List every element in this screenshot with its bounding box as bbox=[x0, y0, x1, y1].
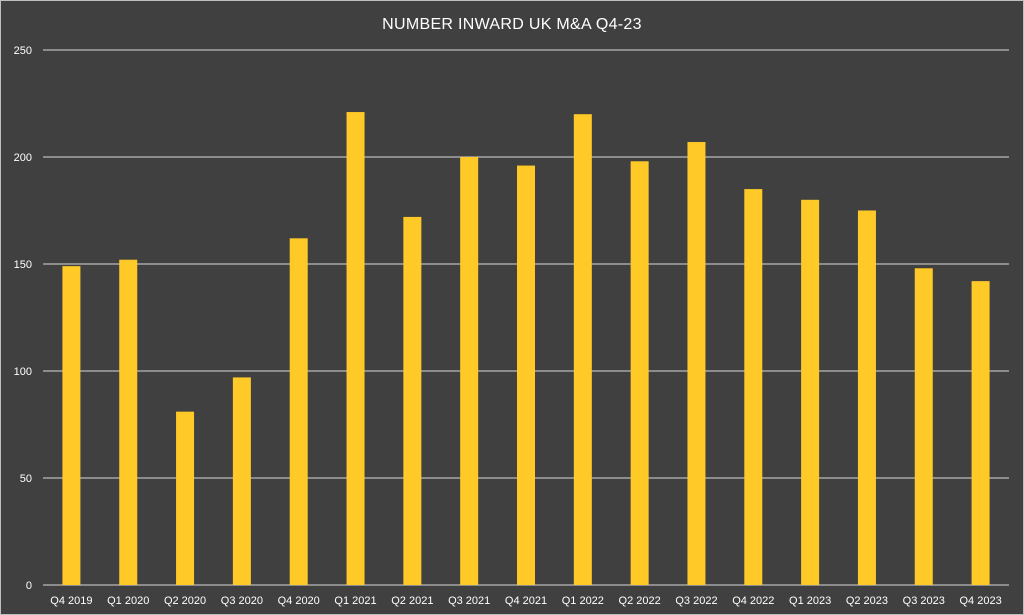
x-tick-label: Q2 2020 bbox=[164, 595, 206, 607]
bar bbox=[289, 238, 308, 585]
x-tick-label: Q3 2021 bbox=[448, 595, 490, 607]
bar bbox=[744, 189, 763, 585]
x-tick-label: Q2 2022 bbox=[619, 595, 661, 607]
bar bbox=[517, 165, 535, 585]
x-tick-label: Q2 2021 bbox=[391, 595, 433, 607]
bar bbox=[687, 142, 706, 585]
x-tick-label: Q2 2023 bbox=[846, 595, 888, 607]
y-tick-label: 150 bbox=[14, 259, 32, 271]
x-tick-label: Q4 2020 bbox=[278, 595, 320, 607]
bar bbox=[630, 161, 649, 585]
bar bbox=[914, 268, 933, 585]
bars bbox=[62, 112, 990, 586]
x-tick-label: Q4 2019 bbox=[50, 595, 92, 607]
bar bbox=[801, 199, 820, 586]
x-tick-label: Q3 2022 bbox=[675, 595, 717, 607]
chart-title: NUMBER INWARD UK M&A Q4-23 bbox=[382, 16, 642, 33]
x-tick-label: Q1 2023 bbox=[789, 595, 831, 607]
y-axis-ticks: 0 50 100 150 200 250 bbox=[14, 45, 32, 592]
x-tick-label: Q4 2022 bbox=[732, 595, 774, 607]
y-tick-label: 250 bbox=[14, 45, 32, 57]
y-tick-label: 200 bbox=[14, 152, 32, 164]
x-tick-label: Q1 2022 bbox=[562, 595, 604, 607]
bar bbox=[403, 216, 422, 586]
y-tick-label: 50 bbox=[20, 473, 32, 485]
y-tick-label: 100 bbox=[14, 366, 32, 378]
bar bbox=[346, 112, 365, 585]
bar bbox=[232, 377, 251, 585]
bar bbox=[119, 259, 138, 585]
bar bbox=[62, 266, 81, 585]
bar bbox=[176, 411, 195, 585]
x-tick-label: Q1 2020 bbox=[107, 595, 149, 607]
bar bbox=[573, 114, 592, 585]
y-tick-label: 0 bbox=[26, 580, 32, 592]
x-tick-label: Q3 2023 bbox=[903, 595, 945, 607]
x-tick-label: Q4 2021 bbox=[505, 595, 547, 607]
bar bbox=[460, 157, 479, 585]
x-tick-label: Q1 2021 bbox=[334, 595, 376, 607]
bar bbox=[857, 210, 876, 585]
x-tick-label: Q4 2023 bbox=[959, 595, 1001, 607]
x-axis-labels: Q4 2019 Q1 2020 Q2 2020 Q3 2020 Q4 2020 Q1 20… bbox=[50, 595, 1001, 607]
x-tick-label: Q3 2020 bbox=[221, 595, 263, 607]
bar bbox=[971, 281, 990, 585]
